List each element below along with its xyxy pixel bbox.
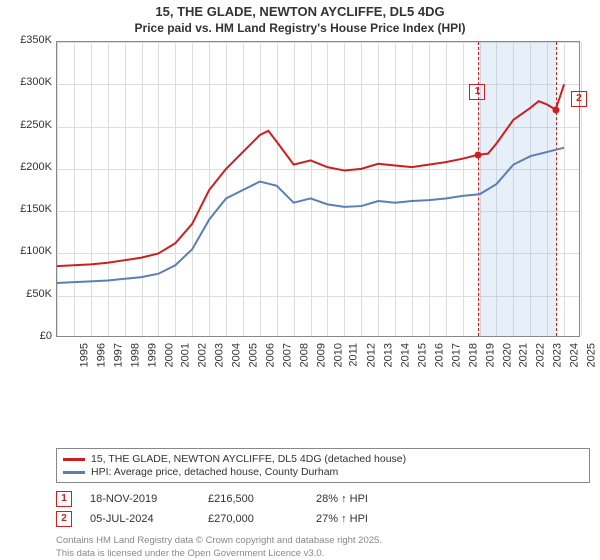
transaction-pct: 28% ↑ HPI xyxy=(316,493,406,505)
x-tick-label: 1997 xyxy=(112,343,124,367)
x-tick-label: 2005 xyxy=(248,343,260,367)
transaction-row-marker: 1 xyxy=(56,491,72,507)
x-tick-label: 2010 xyxy=(332,343,344,367)
transaction-pct: 27% ↑ HPI xyxy=(316,513,406,525)
x-tick-label: 2014 xyxy=(400,343,412,367)
y-tick-label: £0 xyxy=(10,330,52,342)
transaction-row-marker: 2 xyxy=(56,511,72,527)
legend-swatch xyxy=(63,458,85,461)
y-tick-label: £50K xyxy=(10,288,52,300)
series-line xyxy=(57,148,564,283)
x-tick-label: 2016 xyxy=(433,343,445,367)
x-tick-label: 2002 xyxy=(197,343,209,367)
x-tick-label: 2015 xyxy=(417,343,429,367)
legend-item: 15, THE GLADE, NEWTON AYCLIFFE, DL5 4DG … xyxy=(63,453,583,465)
y-tick-label: £350K xyxy=(10,34,52,46)
title-sub: Price paid vs. HM Land Registry's House … xyxy=(10,21,590,35)
y-tick-label: £300K xyxy=(10,76,52,88)
y-tick-label: £200K xyxy=(10,161,52,173)
x-tick-label: 2007 xyxy=(281,343,293,367)
transaction-date: 18-NOV-2019 xyxy=(90,493,190,505)
y-tick-label: £150K xyxy=(10,203,52,215)
transaction-row: 2 05-JUL-2024 £270,000 27% ↑ HPI xyxy=(56,511,590,527)
footer-licence: This data is licensed under the Open Gov… xyxy=(56,548,590,560)
legend: 15, THE GLADE, NEWTON AYCLIFFE, DL5 4DG … xyxy=(56,448,590,483)
x-tick-label: 2008 xyxy=(298,343,310,367)
x-tick-label: 2021 xyxy=(518,343,530,367)
series-line xyxy=(57,84,564,266)
y-tick-label: £100K xyxy=(10,245,52,257)
legend-label: 15, THE GLADE, NEWTON AYCLIFFE, DL5 4DG … xyxy=(91,453,406,465)
transaction-row: 1 18-NOV-2019 £216,500 28% ↑ HPI xyxy=(56,491,590,507)
title-address: 15, THE GLADE, NEWTON AYCLIFFE, DL5 4DG xyxy=(10,4,590,19)
x-tick-label: 2019 xyxy=(484,343,496,367)
footer: Contains HM Land Registry data © Crown c… xyxy=(56,535,590,560)
x-tick-label: 2024 xyxy=(569,343,581,367)
x-tick-label: 1998 xyxy=(129,343,141,367)
y-tick-label: £250K xyxy=(10,119,52,131)
transaction-marker: 1 xyxy=(469,84,485,100)
x-tick-label: 2000 xyxy=(163,343,175,367)
x-tick-label: 2023 xyxy=(552,343,564,367)
price-chart: 12£0£50K£100K£150K£200K£250K£300K£350K19… xyxy=(10,41,590,444)
legend-label: HPI: Average price, detached house, Coun… xyxy=(91,466,338,478)
transaction-price: £216,500 xyxy=(208,493,298,505)
footer-copyright: Contains HM Land Registry data © Crown c… xyxy=(56,535,590,547)
legend-swatch xyxy=(63,471,85,474)
x-tick-label: 2001 xyxy=(180,343,192,367)
x-tick-label: 1995 xyxy=(78,343,90,367)
x-tick-label: 2004 xyxy=(231,343,243,367)
transaction-marker: 2 xyxy=(571,91,587,107)
x-tick-label: 2020 xyxy=(501,343,513,367)
x-tick-label: 2009 xyxy=(315,343,327,367)
transaction-dot xyxy=(474,151,481,158)
x-tick-label: 2017 xyxy=(450,343,462,367)
x-tick-label: 1996 xyxy=(95,343,107,367)
x-tick-label: 2006 xyxy=(264,343,276,367)
x-tick-label: 2018 xyxy=(467,343,479,367)
transaction-date: 05-JUL-2024 xyxy=(90,513,190,525)
x-tick-label: 2011 xyxy=(348,343,360,367)
transaction-price: £270,000 xyxy=(208,513,298,525)
x-tick-label: 2025 xyxy=(586,343,598,367)
legend-item: HPI: Average price, detached house, Coun… xyxy=(63,466,583,478)
x-tick-label: 2012 xyxy=(366,343,378,367)
x-tick-label: 1999 xyxy=(146,343,158,367)
x-tick-label: 2003 xyxy=(214,343,226,367)
x-tick-label: 2013 xyxy=(383,343,395,367)
transaction-dot xyxy=(552,106,559,113)
transaction-table: 1 18-NOV-2019 £216,500 28% ↑ HPI 2 05-JUL-202… xyxy=(56,487,590,531)
plot-area: 12 xyxy=(56,41,580,337)
x-tick-label: 2022 xyxy=(535,343,547,367)
